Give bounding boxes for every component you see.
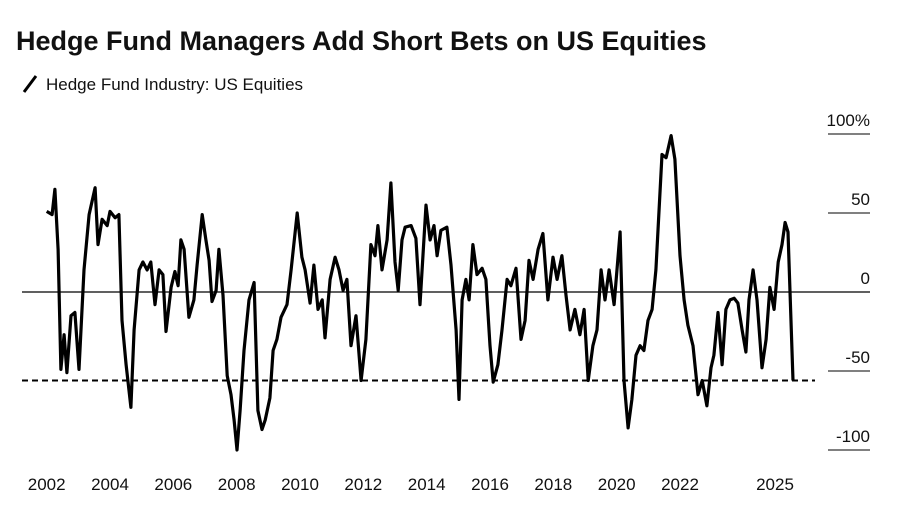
x-tick-label: 2014 (408, 475, 446, 494)
chart-title: Hedge Fund Managers Add Short Bets on US… (16, 26, 707, 56)
x-tick-label: 2012 (344, 475, 382, 494)
x-tick-label: 2025 (756, 475, 794, 494)
x-tick-label: 2008 (218, 475, 256, 494)
y-tick-label: -100 (836, 427, 870, 446)
legend-swatch (22, 75, 38, 93)
legend-label: Hedge Fund Industry: US Equities (46, 75, 303, 94)
x-tick-label: 2004 (91, 475, 129, 494)
x-tick-label: 2002 (28, 475, 66, 494)
y-tick-label: -50 (845, 348, 870, 367)
x-tick-label: 2006 (154, 475, 192, 494)
y-tick-label: 50 (851, 190, 870, 209)
y-tick-label: 100% (827, 111, 870, 130)
x-tick-label: 2018 (534, 475, 572, 494)
x-tick-label: 2010 (281, 475, 319, 494)
x-tick-label: 2016 (471, 475, 509, 494)
y-tick-label: 0 (861, 269, 870, 288)
x-tick-label: 2020 (598, 475, 636, 494)
x-tick-label: 2022 (661, 475, 699, 494)
series-line (45, 134, 795, 452)
